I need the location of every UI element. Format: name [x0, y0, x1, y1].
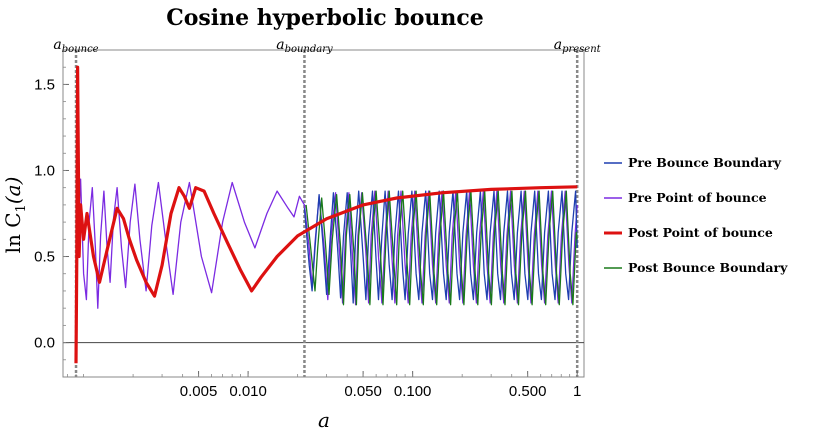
plot-frame	[62, 49, 585, 378]
y-tick-label: 1.5	[34, 76, 55, 93]
x-tick-label: 0.500	[509, 383, 547, 400]
legend-label-post-bounce-boundary: Post Bounce Boundary	[628, 260, 788, 275]
vline-label-sub: bounce	[62, 44, 99, 55]
chart-title: Cosine hyperbolic bounce	[166, 5, 484, 31]
y-axis-label-main: ln C	[1, 212, 25, 253]
vline-label-boundary: aboundary	[276, 37, 333, 55]
series-line-pre-bounce-boundary	[303, 190, 578, 304]
legend-label-post-point-of-bounce: Post Point of bounce	[628, 225, 773, 240]
legend-label-pre-point-of-bounce: Pre Point of bounce	[628, 190, 767, 205]
vline-label-present: apresent	[554, 37, 602, 55]
vline-label-main: a	[53, 37, 61, 53]
x-tick-label: 0.005	[180, 383, 218, 400]
x-tick-label: 0.050	[344, 383, 382, 400]
vline-label-main: a	[554, 37, 562, 53]
y-axis-label: ln C1(a)	[1, 177, 29, 254]
series-line-post-point-of-bounce	[74, 65, 578, 364]
vline-label-sub: boundary	[285, 44, 333, 55]
y-axis-label-arg: (a)	[1, 177, 25, 205]
vline-label-sub: present	[562, 44, 602, 55]
vline-label-bounce: abounce	[53, 37, 98, 55]
y-tick-label: 1.0	[34, 162, 55, 179]
y-tick-label: 0.0	[34, 335, 55, 352]
x-axis-label: a	[318, 408, 330, 432]
y-tick-label: 0.5	[34, 249, 55, 266]
legend: Pre Bounce Boundary Pre Point of bounce Po…	[604, 155, 788, 275]
x-tick-label: 0.010	[229, 383, 267, 400]
x-tick-label: 0.100	[394, 383, 432, 400]
legend-label-pre-bounce-boundary: Pre Bounce Boundary	[628, 155, 782, 170]
y-axis-label-sub: 1	[14, 204, 29, 212]
vline-label-main: a	[276, 37, 284, 53]
x-tick-label: 1	[573, 383, 581, 400]
